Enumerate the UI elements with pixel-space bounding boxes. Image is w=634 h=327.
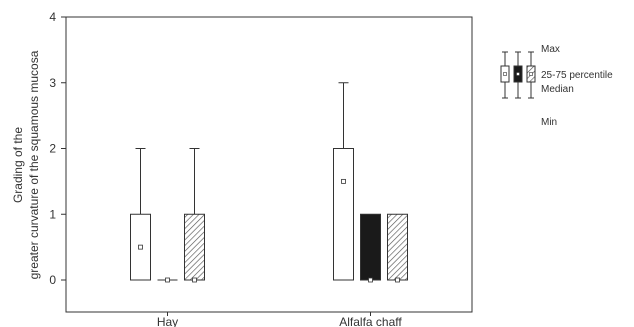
y-axis-label-line-2: greater curvature of the squamous mucosa <box>27 50 41 279</box>
x-tick-label: Hay <box>157 315 178 327</box>
iqr-box <box>360 213 381 281</box>
legend-max-label: Max <box>541 44 560 55</box>
median-marker <box>368 277 373 283</box>
y-tick-label: 0 <box>49 273 56 287</box>
legend-icon-filled <box>513 51 523 99</box>
y-tick-label: 3 <box>49 76 56 90</box>
legend-median-marker <box>516 72 520 76</box>
box-series <box>130 82 408 283</box>
median-marker <box>192 277 197 283</box>
box-hatched <box>184 148 205 283</box>
box-filled <box>157 277 178 283</box>
y-axis: 0 1 2 3 4 <box>49 10 66 287</box>
iqr-box <box>333 148 354 281</box>
legend-min-label: Min <box>541 117 557 128</box>
iqr-box <box>387 213 408 281</box>
x-tick-label: Alfalfa chaff <box>339 315 402 327</box>
y-tick-label: 4 <box>49 10 56 24</box>
iqr-box <box>184 213 205 281</box>
legend-icon-hatched <box>526 51 536 99</box>
median-marker <box>165 277 170 283</box>
box-open <box>333 82 354 281</box>
median-marker <box>341 178 346 184</box>
box-filled <box>360 213 381 283</box>
y-tick-label: 1 <box>49 207 56 221</box>
legend-median-marker <box>529 72 533 76</box>
median-marker <box>395 277 400 283</box>
y-axis-label-line-1: Grading of the <box>11 127 25 203</box>
median-marker <box>138 244 143 250</box>
plot-frame <box>65 16 473 313</box>
y-tick-label: 2 <box>49 142 56 156</box>
x-axis: Hay Alfalfa chaff <box>157 312 402 327</box>
legend: Max 25-75 percentile Median Min <box>500 44 613 128</box>
legend-percentile-label: 25-75 percentile <box>541 70 613 81</box>
legend-median-marker <box>503 72 507 76</box>
box-open <box>130 148 151 281</box>
legend-median-label: Median <box>541 84 574 95</box>
legend-icons <box>500 51 536 99</box>
legend-icon-open <box>500 51 510 99</box>
box-hatched <box>387 213 408 283</box>
